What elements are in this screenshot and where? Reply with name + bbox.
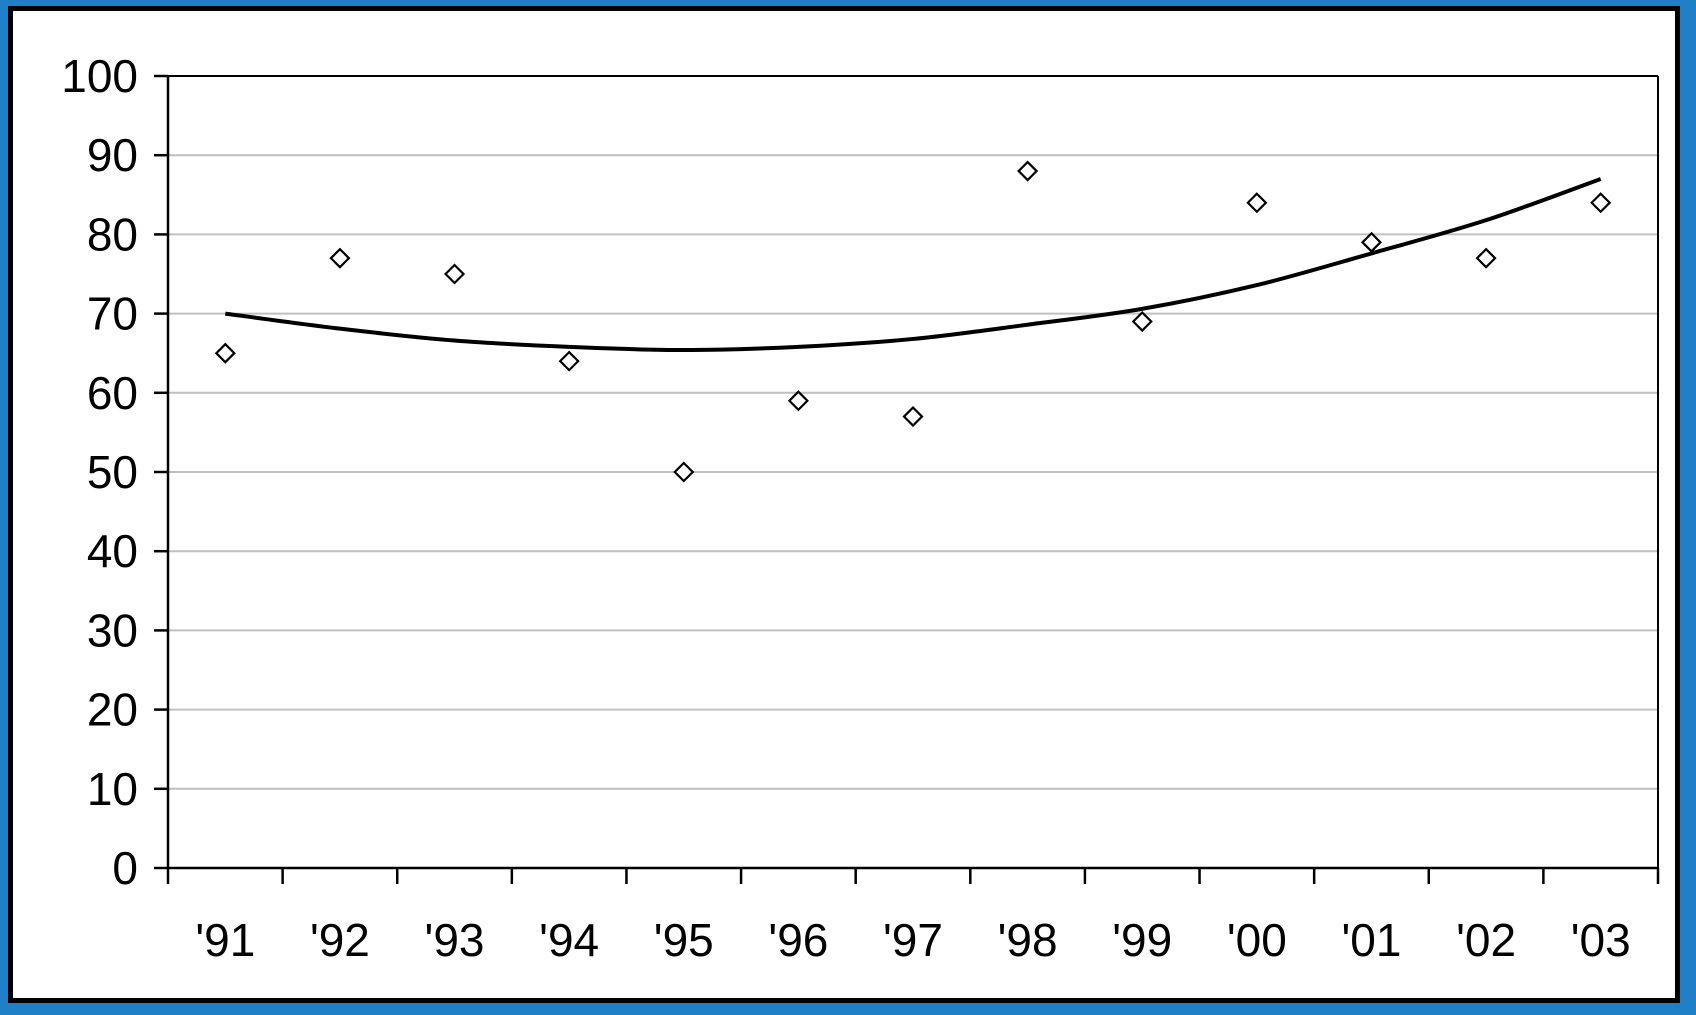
y-tick-label-50: 50	[87, 446, 138, 498]
data-point-9	[1246, 192, 1268, 214]
x-tick-label-3: '94	[539, 914, 599, 966]
y-tick-label-10: 10	[87, 763, 138, 815]
y-tick-label-60: 60	[87, 367, 138, 419]
x-tick-label-5: '96	[768, 914, 828, 966]
x-tick-label-2: '93	[425, 914, 485, 966]
data-point-8	[1131, 310, 1153, 333]
y-tick-label-70: 70	[87, 288, 138, 340]
y-axis-tick-labels: 0 10 20 30 40 50 60 70 80 90 100	[61, 50, 138, 894]
trendline-series	[225, 177, 1602, 353]
data-point-7	[1017, 160, 1039, 182]
data-point-0	[214, 342, 236, 364]
x-tick-label-8: '99	[1112, 914, 1172, 966]
data-point-10	[1360, 231, 1383, 253]
x-tick-label-11: '02	[1456, 914, 1516, 966]
data-point-6	[902, 406, 924, 428]
x-tick-label-0: '91	[195, 914, 255, 966]
scatter-series	[214, 160, 1612, 483]
data-point-11	[1475, 247, 1497, 269]
data-point-2	[443, 263, 466, 285]
x-tick-label-9: '00	[1227, 914, 1287, 966]
grid-lines	[168, 75, 1658, 790]
y-tick-label-90: 90	[87, 129, 138, 181]
x-tick-label-10: '01	[1341, 914, 1401, 966]
y-tick-label-40: 40	[87, 525, 138, 577]
y-tick-label-30: 30	[87, 604, 138, 656]
x-tick-label-6: '97	[883, 914, 943, 966]
x-tick-label-12: '03	[1571, 914, 1631, 966]
chart-frame	[8, 6, 1680, 1003]
y-tick-label-20: 20	[87, 684, 138, 736]
data-point-1	[329, 247, 351, 269]
data-point-3	[558, 350, 580, 372]
x-axis-tick-labels: '91 '92 '93 '94 '95 '96 '97 '98 '99 '00 '01 '02 '03	[195, 914, 1630, 966]
x-tick-label-7: '98	[998, 914, 1058, 966]
y-tick-label-80: 80	[87, 208, 138, 260]
x-tick-label-1: '92	[310, 914, 370, 966]
axes	[154, 74, 1660, 884]
y-tick-label-100: 100	[61, 50, 138, 102]
data-point-5	[787, 390, 809, 412]
trendline	[225, 177, 1602, 353]
data-point-4	[673, 461, 695, 483]
y-tick-label-0: 0	[112, 842, 138, 894]
x-tick-label-4: '95	[654, 914, 714, 966]
data-point-12	[1590, 192, 1612, 214]
